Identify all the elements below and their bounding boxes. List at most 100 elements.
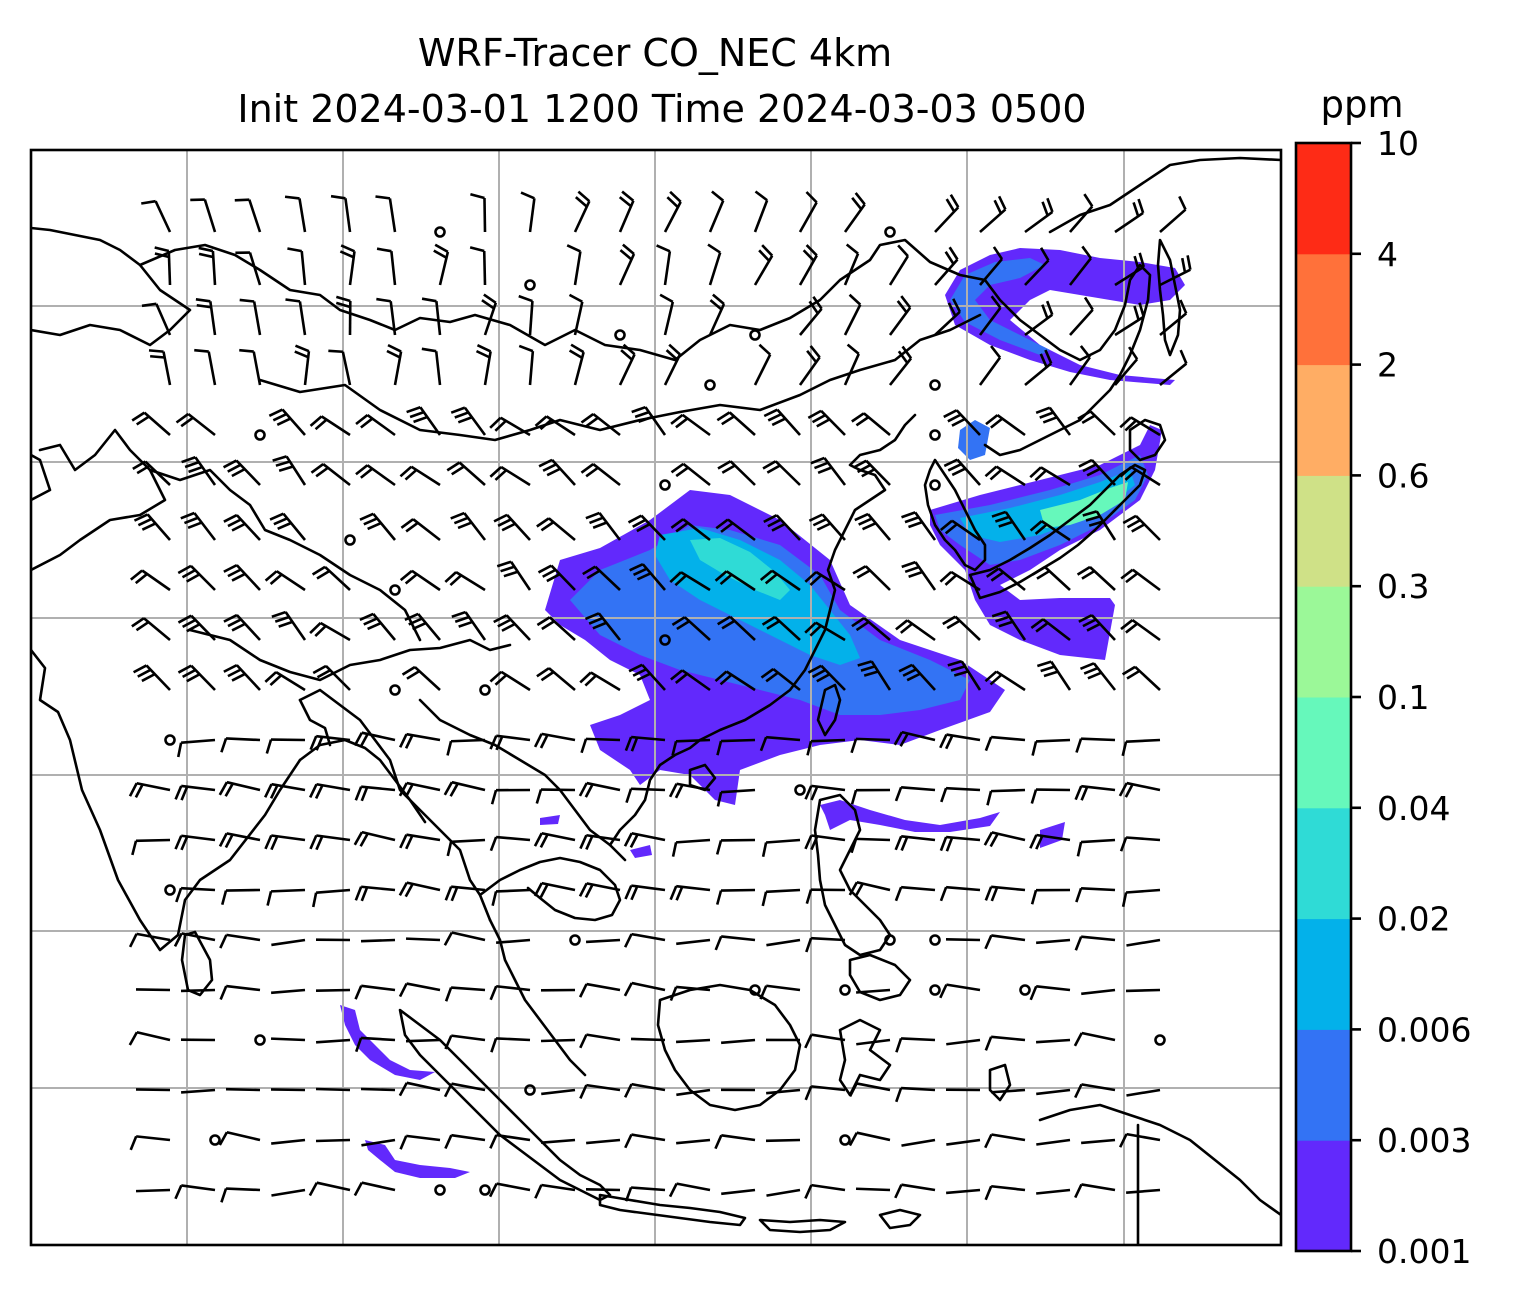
wind-barb-feather — [444, 571, 457, 583]
wind-barb — [990, 1088, 1026, 1094]
colorbar-segments — [1296, 143, 1351, 1252]
sulawesi — [838, 1018, 892, 1097]
wind-barb — [489, 734, 531, 751]
wind-barb — [399, 732, 441, 749]
wind-barb-feather — [190, 198, 205, 202]
wind-barb — [1024, 300, 1054, 337]
wind-barb — [308, 1181, 351, 1197]
wind-barb-staff — [180, 886, 216, 892]
wind-barb — [855, 1187, 891, 1192]
wind-barb — [353, 830, 396, 847]
wind-barb-feather — [1081, 245, 1092, 259]
wind-barb — [804, 1033, 846, 1049]
wind-barb — [584, 612, 622, 641]
sakhalin — [1156, 238, 1182, 357]
wind-barb-feather — [984, 670, 998, 683]
wind-barb-staff — [586, 1033, 621, 1042]
wind-barb-feather — [761, 244, 774, 257]
china-east-coast — [698, 413, 917, 742]
java — [598, 1193, 747, 1227]
wind-barb-feather — [311, 892, 318, 908]
wind-barb-feather — [542, 463, 557, 472]
wind-barb — [177, 564, 216, 591]
wind-barb-feather — [234, 198, 250, 202]
wind-barb-feather — [405, 521, 419, 533]
wind-barb-feather — [1074, 936, 1083, 951]
wind-barb-feather — [399, 834, 408, 849]
wind-barb-feather — [218, 1131, 229, 1146]
wind-barb-feather — [177, 664, 192, 674]
wind-barb-staff — [720, 788, 756, 794]
wind-barb-feather — [807, 409, 822, 419]
wind-barb-feather — [130, 569, 143, 581]
wind-barb — [177, 664, 216, 691]
wind-barb — [843, 243, 860, 286]
wind-barb — [943, 409, 981, 436]
wind-barb-feather — [671, 616, 686, 627]
wind-barb — [1079, 662, 1117, 691]
wind-barb — [376, 247, 397, 286]
wind-barb-staff — [181, 738, 216, 745]
wind-barb-staff — [945, 786, 981, 792]
wind-barb-feather — [367, 621, 382, 631]
calm-wind-marker — [209, 1134, 221, 1146]
colorbar-segment — [1296, 253, 1351, 366]
wind-barb-feather — [861, 468, 876, 478]
wind-barb-feather — [901, 560, 916, 569]
wind-barb — [888, 244, 910, 286]
wind-barb — [798, 244, 818, 286]
colorbar-tick-label: 0.006 — [1377, 1010, 1471, 1049]
wind-barb-feather — [1126, 519, 1141, 529]
wind-barb-staff — [720, 888, 756, 892]
wind-barb-feather — [665, 349, 679, 361]
wind-barb — [668, 1182, 711, 1198]
wind-barb — [536, 517, 576, 542]
wind-barb-staff — [495, 1037, 531, 1042]
wind-barb-feather — [754, 190, 768, 202]
wind-barb-feather — [353, 831, 364, 846]
wind-barb — [386, 343, 403, 386]
wind-barb-feather — [1083, 193, 1094, 208]
wind-barb-feather — [990, 571, 1005, 582]
wind-barb-staff — [135, 1188, 171, 1193]
wind-barb-feather — [568, 293, 583, 303]
wind-barb-staff — [207, 351, 217, 386]
wind-barb-feather — [714, 935, 723, 951]
wind-barb-feather — [1043, 670, 1059, 678]
wind-barb-staff — [1036, 1138, 1071, 1146]
wind-barb-staff — [676, 1138, 711, 1145]
wind-barb — [190, 198, 217, 233]
wind-barb — [1035, 406, 1072, 436]
wind-barb — [315, 988, 351, 993]
wind-barb-feather — [1042, 416, 1058, 424]
wind-barb — [128, 782, 171, 798]
wind-barb — [656, 244, 672, 286]
wind-barb-staff — [1080, 886, 1116, 892]
wind-barb — [979, 195, 1007, 233]
wind-barb — [219, 933, 261, 949]
wind-barb-feather — [630, 885, 639, 901]
wind-barb-feather — [993, 199, 1003, 214]
wind-barb — [1024, 197, 1054, 234]
wind-barb-feather — [584, 674, 597, 687]
wind-barb — [538, 458, 576, 486]
wind-barb-staff — [901, 1183, 936, 1192]
wind-barb — [663, 190, 682, 233]
wind-barb-feather — [714, 1134, 723, 1150]
wind-barb — [942, 615, 981, 641]
wind-barb — [496, 938, 531, 945]
wind-barb — [130, 569, 171, 592]
wind-barb-feather — [939, 836, 948, 852]
border-thailand-laos — [418, 698, 627, 862]
wind-barb-staff — [856, 1038, 891, 1046]
wind-barb — [264, 782, 306, 799]
wind-barb-feather — [184, 460, 200, 469]
wind-barb-staff — [630, 787, 666, 792]
wind-barb — [624, 1133, 666, 1149]
wind-barb-staff — [979, 258, 1003, 286]
wind-barb — [675, 1038, 711, 1044]
wind-barb — [585, 938, 621, 944]
wind-barb — [1159, 195, 1187, 233]
wind-barb — [268, 408, 306, 436]
wind-barb — [470, 192, 487, 233]
